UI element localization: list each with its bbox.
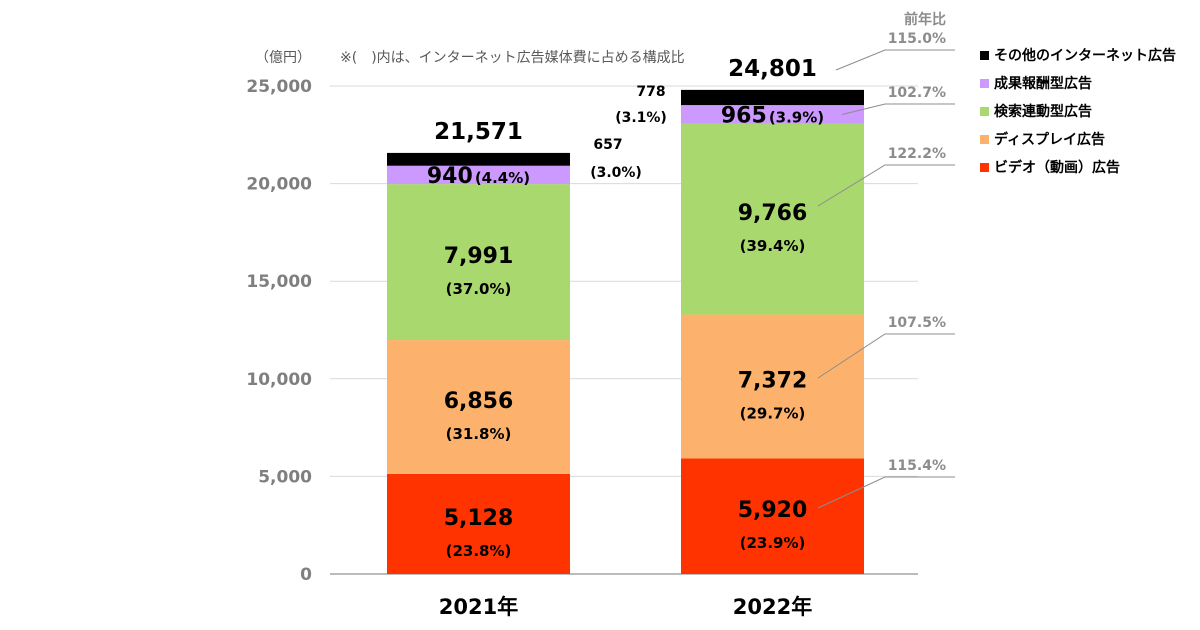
x-category-label: 2021年 [439,595,518,619]
segment-value-label: 6,856 [444,389,514,414]
yoy-leader-line [817,476,955,509]
legend-swatch [980,79,989,88]
unit-label: （億円） [255,50,311,66]
segment-value-label: 5,128 [444,506,514,531]
segment-share-label: (37.0%) [446,280,512,298]
yoy-label: 102.7% [888,85,946,101]
yoy-header: 前年比 [904,11,946,28]
segment-value-label: 965 [721,103,767,128]
other-share-label: (3.1%) [615,110,667,126]
legend-swatch [980,51,989,60]
segment-value-label: 7,372 [738,368,808,393]
bar-segment [681,123,864,315]
data-labels: 21,571 24,801 5,128 (23.8%) 6,856 (31.8%) 7,99… [427,56,824,560]
yoy-label: 122.2% [888,146,946,162]
segment-value-label: 9,766 [738,201,808,226]
yoy-label: 107.5% [888,315,946,331]
segment-share-label: (23.8%) [446,542,512,560]
other-share-label: (3.0%) [590,165,642,181]
composition-note: ※( )内は、インターネット広告媒体費に占める構成比 [340,50,685,66]
bar-segment [681,89,864,106]
legend-swatch [980,135,989,144]
y-tick-label: 20,000 [246,175,312,195]
legend-label: ディスプレイ広告 [994,131,1105,148]
segment-share-label: (29.7%) [740,404,806,422]
segment-value-label: 940 [427,164,473,189]
segment-share-label: (39.4%) [740,237,806,255]
other-value-label: 657 [593,137,622,153]
y-tick-label: 5,000 [258,467,312,487]
legend-swatch [980,163,989,172]
bar-total-label: 24,801 [728,56,817,82]
bar-segment [387,165,570,185]
bars [387,89,864,574]
legend-label: 検索連動型広告 [994,103,1092,120]
bar-segment [681,314,864,459]
segment-share-label: (4.4%) [475,169,530,187]
y-tick-label: 15,000 [246,272,312,292]
yoy-label: 115.0% [888,31,946,47]
segment-inline-label: 965 (3.9%) [721,103,824,128]
other-value-label: 778 [636,84,665,100]
yoy-label: 115.4% [888,458,946,474]
bar-total-label: 21,571 [434,119,523,145]
bar-segment [387,473,570,574]
y-tick-label: 25,000 [246,77,312,97]
legend: その他のインターネット広告成果報酬型広告検索連動型広告ディスプレイ広告ビデオ（動… [980,47,1176,176]
bar-segment [387,184,570,341]
bar-segment [681,105,864,124]
y-tick-label: 0 [300,565,312,585]
segment-value-label: 5,920 [738,498,808,523]
yoy-leader-line [817,333,955,379]
legend-label: 成果報酬型広告 [994,75,1092,92]
segment-share-label: (31.8%) [446,425,512,443]
legend-swatch [980,107,989,116]
y-tick-label: 10,000 [246,370,312,390]
legend-label: ビデオ（動画）広告 [994,159,1120,176]
gridlines: 0 5,000 10,000 15,000 20,000 25,000 2021年 2022年 [246,77,918,619]
yoy-leader-line [817,164,955,207]
segment-share-label: (23.9%) [740,534,806,552]
yoy-annotations: 115.4% 107.5% 122.2% 102.7% 115.0% [817,31,955,509]
x-category-label: 2022年 [733,595,812,619]
bar-segment [387,340,570,474]
segment-inline-label: 940 (4.4%) [427,164,530,189]
segment-value-label: 7,991 [444,244,514,269]
bar-segment [387,152,570,166]
yoy-leader-line [835,49,955,71]
legend-label: その他のインターネット広告 [994,47,1176,64]
bar-segment [681,458,864,574]
yoy-leader-line [841,103,955,115]
segment-share-label: (3.9%) [769,108,824,126]
